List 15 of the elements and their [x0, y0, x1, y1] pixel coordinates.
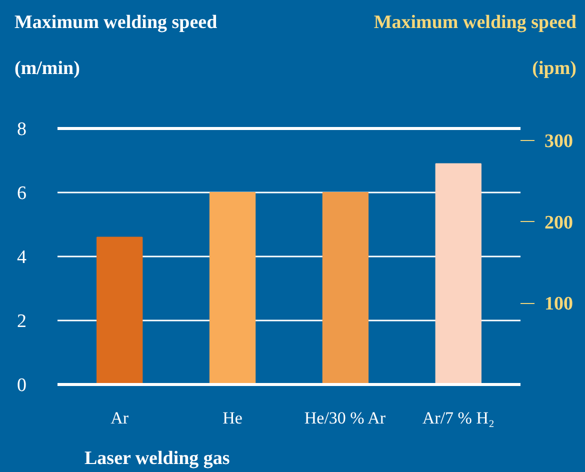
y2-tick-label: 200	[544, 212, 573, 234]
x-tick-label: He	[222, 408, 242, 428]
x-tick-label: He/30 % Ar	[304, 408, 386, 428]
x-axis-title: Laser welding gas	[84, 448, 230, 469]
text: Maximum welding speed (m/min)	[14, 12, 218, 79]
text: Maximum welding speed (ipm)	[374, 12, 577, 79]
y2-tick-label: 300	[544, 131, 573, 152]
y-tick-label: 4	[17, 247, 27, 268]
y-tick-label: 0	[17, 375, 26, 396]
y-tick-label: 8	[17, 119, 26, 140]
x-tick-label: Ar/7 % H₂	[422, 408, 494, 428]
y-tick-label: 2	[17, 311, 26, 332]
y2-tick-label: 100	[544, 294, 573, 315]
x-tick-label: Ar	[110, 408, 129, 428]
y-tick-label: 6	[17, 183, 26, 204]
